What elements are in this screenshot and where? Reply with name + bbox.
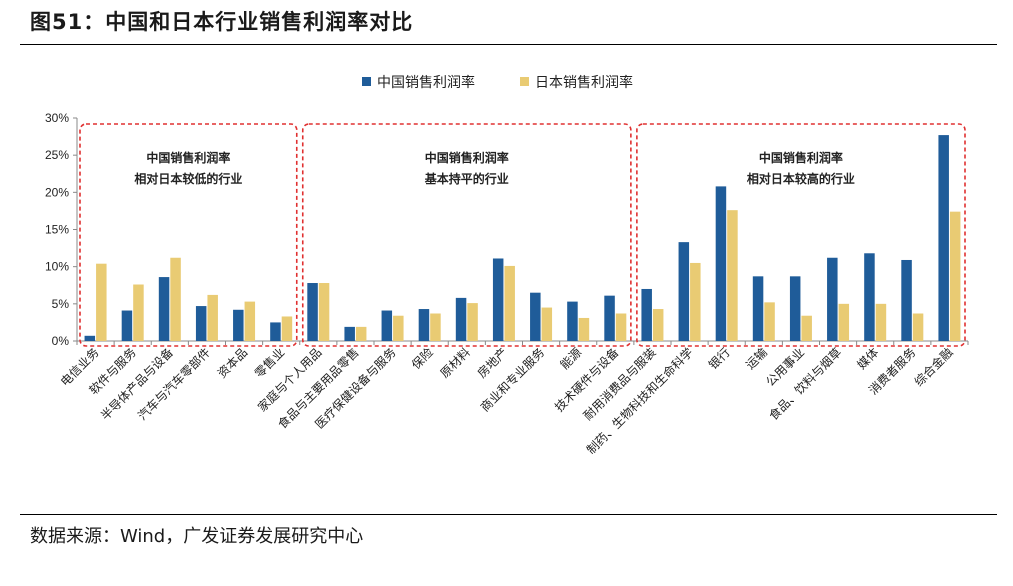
category-label: 技术硬件与设备 xyxy=(552,345,621,414)
legend-label: 日本销售利润率 xyxy=(535,74,633,91)
group-annotation: 基本持平的行业 xyxy=(424,171,509,186)
bar-china xyxy=(567,301,578,341)
bar-japan xyxy=(207,294,218,341)
bar-china xyxy=(233,309,244,341)
category-label: 能源 xyxy=(557,345,584,372)
bar-china xyxy=(715,186,727,341)
bar-japan xyxy=(690,262,701,341)
group-annotation: 中国销售利润率 xyxy=(146,150,230,165)
bar-china xyxy=(307,283,318,341)
group-box xyxy=(301,123,632,347)
bar-china xyxy=(455,297,467,341)
bar-japan xyxy=(912,313,924,341)
category-label: 家庭与个人用品 xyxy=(254,345,324,415)
category-label: 资本品 xyxy=(215,345,250,380)
bar-japan xyxy=(727,210,738,341)
bar-japan xyxy=(393,315,404,341)
legend-swatch xyxy=(520,77,529,86)
bar-japan xyxy=(949,211,961,341)
bar-japan xyxy=(578,317,590,341)
bar-japan xyxy=(875,303,887,341)
bar-japan xyxy=(504,265,515,341)
bar-china xyxy=(827,257,838,341)
category-label: 银行 xyxy=(706,345,733,372)
figure-title: 图51：中国和日本行业销售利润率对比 xyxy=(30,10,414,34)
bar-japan xyxy=(467,303,478,341)
bar-china xyxy=(752,276,764,341)
bar-china xyxy=(195,306,207,341)
bar-china xyxy=(84,335,96,341)
bar-china xyxy=(492,258,504,341)
bar-china xyxy=(344,326,355,341)
bar-japan xyxy=(430,313,441,341)
bar-japan xyxy=(801,315,812,341)
y-tick-label: 5% xyxy=(52,297,70,311)
bar-china xyxy=(604,295,615,341)
bar-japan xyxy=(244,301,256,341)
category-label: 房地产 xyxy=(474,345,510,381)
bar-china xyxy=(381,310,393,341)
category-label: 运输 xyxy=(742,345,770,373)
category-label: 综合金融 xyxy=(911,345,956,390)
bar-china xyxy=(901,259,912,341)
legend-swatch xyxy=(362,77,371,86)
category-label: 商业和专业服务 xyxy=(477,345,547,415)
group-annotation: 相对日本较高的行业 xyxy=(747,171,855,186)
bar-japan xyxy=(96,263,107,341)
bar-japan xyxy=(838,303,850,341)
group-boxes: 中国销售利润率相对日本较低的行业中国销售利润率基本持平的行业中国销售利润率相对日… xyxy=(79,123,966,347)
bottom-rule xyxy=(20,514,997,515)
bar-china xyxy=(270,322,281,341)
y-tick-label: 25% xyxy=(45,148,69,162)
bar-japan xyxy=(541,307,553,341)
category-label: 原材料 xyxy=(438,345,473,380)
group-annotation: 中国销售利润率 xyxy=(425,150,509,165)
y-tick-label: 10% xyxy=(45,260,69,274)
bar-japan xyxy=(355,326,367,341)
bar-japan xyxy=(133,284,144,341)
bar-china xyxy=(678,242,690,341)
y-tick-label: 20% xyxy=(45,185,69,199)
category-label: 零售业 xyxy=(251,345,287,381)
group-annotation: 中国销售利润率 xyxy=(759,150,843,165)
bar-japan xyxy=(652,309,664,341)
bar-japan xyxy=(615,313,627,341)
group-box xyxy=(79,123,298,347)
y-tick-label: 15% xyxy=(45,223,69,237)
legend: 中国销售利润率 日本销售利润率 xyxy=(362,74,633,91)
bar-japan xyxy=(318,283,330,341)
bar-japan xyxy=(281,316,293,341)
top-rule xyxy=(20,44,997,45)
category-label: 保险 xyxy=(408,345,436,373)
y-tick-label: 30% xyxy=(45,111,69,125)
bar-china xyxy=(530,292,541,341)
group-annotation: 相对日本较低的行业 xyxy=(134,171,242,186)
group-box xyxy=(636,123,966,347)
bars xyxy=(84,135,961,341)
bar-china xyxy=(158,277,170,341)
category-label: 媒体 xyxy=(854,345,881,372)
bar-china xyxy=(641,288,652,341)
bar-china xyxy=(864,253,875,341)
axes: 0% 5% 10% 15% 20% 25% 30% xyxy=(45,111,969,348)
bar-japan xyxy=(170,257,181,341)
bar-japan xyxy=(764,302,775,341)
y-tick-label: 0% xyxy=(52,334,70,348)
source-note: 数据来源：Wind，广发证券发展研究中心 xyxy=(30,526,364,547)
bar-china xyxy=(789,276,801,341)
bar-china xyxy=(938,135,949,341)
bar-china xyxy=(121,310,133,341)
bar-china xyxy=(418,309,430,341)
legend-label: 中国销售利润率 xyxy=(377,74,475,91)
